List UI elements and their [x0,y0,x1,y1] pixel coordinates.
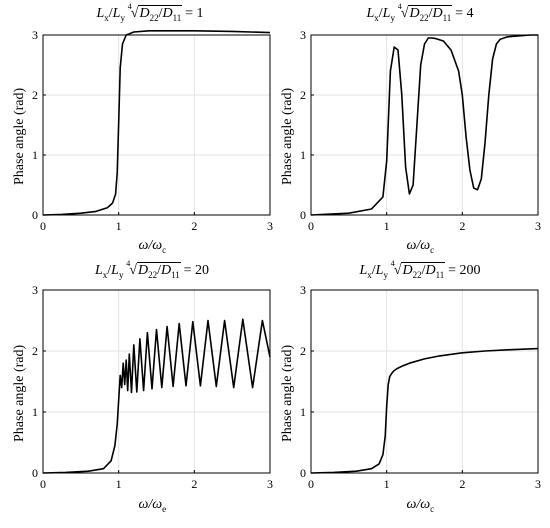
x-tick-label: 0 [308,477,314,491]
title-ratio: = 200 [448,263,481,278]
x-axis-label-main: ω/ω [406,497,431,512]
chart-title: Lx/Ly 4√D22/D11 = 4 [366,2,474,23]
x-axis-label-main: ω/ω [406,238,431,253]
x-tick-label: 3 [267,219,273,233]
x-tick-label: 2 [191,477,197,491]
x-tick-label: 1 [116,219,122,233]
y-tick-label: 1 [32,405,38,419]
phase-angle-line [42,318,271,474]
x-tick-label: 0 [40,477,46,491]
y-tick-label: 2 [32,344,38,358]
x-axis-label-sub: c [430,503,435,514]
chart-title: Lx/Ly 4√D22/D11 = 1 [96,2,204,23]
x-tick-label: 0 [40,219,46,233]
x-tick-label: 1 [384,219,390,233]
x-tick-label: 1 [116,477,122,491]
x-axis-label-sub: c [162,244,167,255]
x-axis-label: ω/ωc [407,238,435,255]
y-tick-label: 2 [300,344,306,358]
y-tick-label: 1 [300,405,306,419]
y-tick-label: 3 [32,28,38,42]
x-tick-label: 3 [535,219,541,233]
x-tick-label: 1 [384,477,390,491]
y-tick-label: 1 [300,148,306,162]
x-tick-label: 3 [535,477,541,491]
x-axis-label: ω/ωe [139,497,167,514]
y-tick-label: 0 [300,208,306,222]
x-tick-label: 2 [459,477,465,491]
phase-angle-line [310,34,538,216]
y-tick-label: 0 [32,466,38,480]
plot-frame [310,34,539,216]
plot-frame [42,289,271,474]
x-axis-label-main: ω/ω [138,497,163,512]
y-tick-label: 2 [300,88,306,102]
x-tick-label: 2 [459,219,465,233]
y-tick-label: 0 [300,466,306,480]
chart-title: Lx/Ly 4√D22/D11 = 20 [94,259,209,280]
y-tick-label: 1 [32,148,38,162]
plot-frame [310,289,539,474]
title-ratio: = 20 [183,263,209,278]
y-tick-label: 0 [32,208,38,222]
title-ratio: = 4 [455,6,474,21]
x-axis-label-main: ω/ω [138,238,163,253]
phase-angle-line [42,30,271,216]
y-tick-label: 3 [300,283,306,297]
plot-frame [42,34,271,216]
phase-angle-line [310,347,539,474]
chart-title: Lx/Ly 4√D22/D11 = 200 [359,259,481,280]
x-tick-label: 2 [191,219,197,233]
x-tick-label: 0 [308,219,314,233]
x-axis-label: ω/ωc [139,238,167,255]
y-tick-label: 3 [32,283,38,297]
y-tick-label: 2 [32,88,38,102]
title-ratio: = 1 [185,6,204,21]
x-axis-label: ω/ωc [407,497,435,514]
x-axis-label-sub: c [430,244,435,255]
x-tick-label: 3 [267,477,273,491]
x-axis-label-sub: e [162,503,167,514]
y-tick-label: 3 [300,28,306,42]
